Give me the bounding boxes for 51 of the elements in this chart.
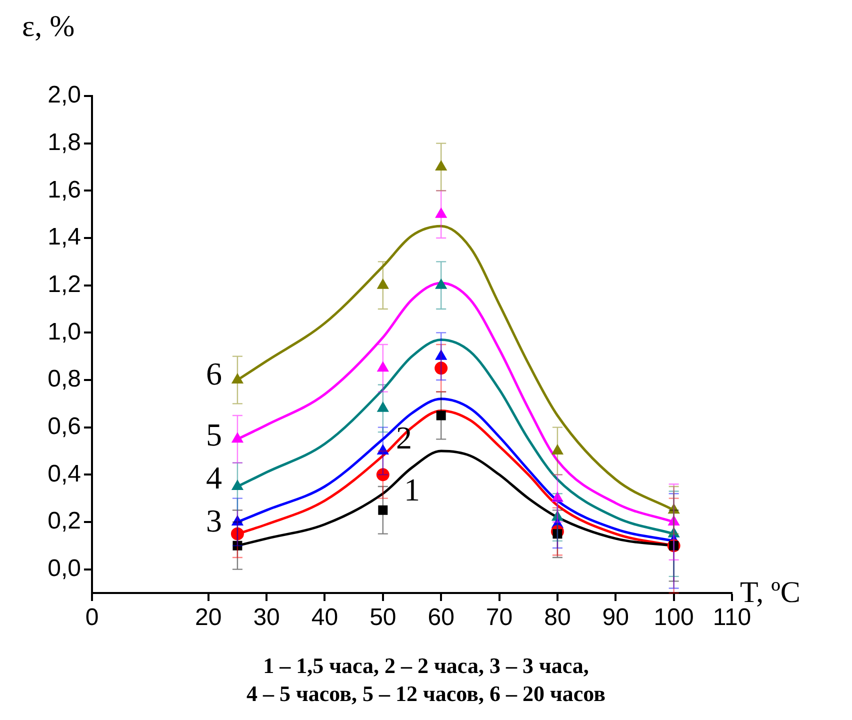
text: 1 – 1,5 часа, 2 – 2 часа, 3 – 3 часа, — [262, 652, 590, 680]
point — [377, 362, 389, 372]
point — [434, 362, 448, 375]
point — [232, 480, 244, 490]
x-tick-label: 90 — [602, 604, 629, 632]
y-tick-label: 1,8 — [48, 128, 81, 156]
point — [435, 160, 447, 170]
annotation: 1 — [404, 471, 420, 508]
point — [232, 432, 244, 443]
point — [435, 350, 447, 360]
x-tick-label: 80 — [544, 604, 571, 632]
point — [232, 540, 242, 550]
point — [232, 516, 244, 526]
y-tick-label: 1,4 — [48, 224, 81, 251]
x-tick-label: 40 — [311, 604, 338, 632]
y-tick-label: 1,2 — [48, 270, 81, 298]
x-tick-label: 30 — [253, 604, 280, 632]
point — [435, 208, 447, 218]
x-tick-label: 100 — [654, 604, 694, 632]
point — [232, 374, 244, 384]
annotation: 5 — [206, 416, 222, 452]
y-tick-label: 0,4 — [48, 460, 81, 488]
point — [436, 410, 446, 420]
point — [376, 468, 390, 482]
y-axis-title: ε, % — [22, 10, 75, 44]
text: 4 – 5 часов, 5 – 12 часов, 6 – 20 часов — [245, 680, 606, 708]
y-tick-label: 2,0 — [48, 82, 81, 109]
point — [552, 492, 564, 502]
point — [668, 504, 680, 514]
point — [668, 516, 680, 526]
point — [378, 505, 388, 515]
x-tick-label: 20 — [195, 604, 222, 632]
y-tick-label: 0,6 — [48, 412, 81, 440]
point — [435, 278, 447, 289]
y-tick-label: 1,6 — [48, 176, 81, 204]
x-tick-label: 50 — [370, 604, 396, 632]
x-tick-label: 0 — [85, 604, 99, 632]
y-tick-label: 0,0 — [48, 554, 81, 582]
annotation: 6 — [206, 355, 222, 392]
y-tick-label: 0,8 — [48, 366, 81, 393]
point — [377, 402, 389, 412]
y-tick-label: 0,2 — [48, 508, 81, 535]
y-tick-label: 1,0 — [48, 318, 81, 346]
point — [377, 278, 389, 289]
annotation: 4 — [206, 459, 222, 496]
point — [377, 444, 389, 454]
annotation: 3 — [206, 502, 222, 538]
point — [230, 527, 244, 540]
x-tick-label: 70 — [486, 604, 513, 632]
x-tick-label: 60 — [428, 604, 454, 632]
point — [552, 444, 564, 454]
